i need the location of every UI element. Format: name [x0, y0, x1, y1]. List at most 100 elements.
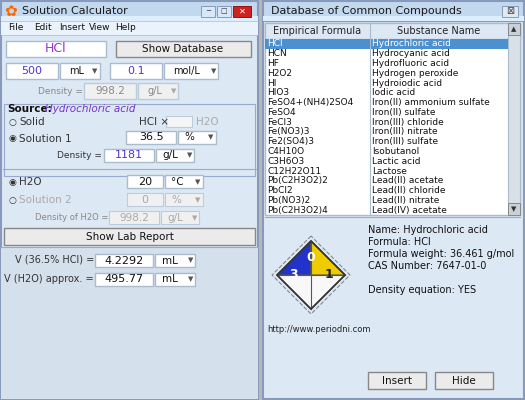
Text: Density equation: YES: Density equation: YES	[368, 285, 476, 295]
Text: FeSO4: FeSO4	[267, 108, 296, 117]
Text: PbCl2: PbCl2	[267, 186, 292, 195]
Text: Solution 1: Solution 1	[19, 134, 71, 144]
Text: Hydroiodic acid: Hydroiodic acid	[372, 78, 442, 88]
Bar	[1, 247, 258, 399]
Bar	[4, 228, 255, 245]
Text: Density =: Density =	[38, 86, 83, 96]
Polygon shape	[277, 275, 345, 309]
Bar	[4, 104, 255, 176]
Text: H2O: H2O	[19, 177, 41, 187]
Text: CAS Number: 7647-01-0: CAS Number: 7647-01-0	[368, 261, 486, 271]
Text: Hydrocyanic acid: Hydrocyanic acid	[372, 49, 450, 58]
Text: H2O2: H2O2	[267, 69, 292, 78]
Text: HF: HF	[267, 59, 279, 68]
Text: C12H22O11: C12H22O11	[267, 166, 321, 176]
Text: mL: mL	[162, 274, 178, 284]
Bar	[127, 175, 163, 188]
Bar	[263, 16, 524, 21]
Text: 1: 1	[324, 268, 333, 282]
Bar	[155, 273, 195, 286]
Text: ○: ○	[8, 118, 16, 126]
Bar	[1, 21, 258, 35]
Text: 0.1: 0.1	[127, 66, 145, 76]
Text: Show Lab Report: Show Lab Report	[86, 232, 173, 242]
Text: Pb(NO3)2: Pb(NO3)2	[267, 196, 310, 205]
Bar	[165, 175, 203, 188]
Text: Pb(C2H3O2)2: Pb(C2H3O2)2	[267, 176, 328, 185]
Text: HIO3: HIO3	[267, 88, 289, 97]
Text: View: View	[89, 24, 110, 32]
Text: Lead(II) acetate: Lead(II) acetate	[372, 176, 444, 185]
Bar	[265, 23, 520, 39]
Text: 3: 3	[289, 268, 298, 282]
Text: Show Database: Show Database	[142, 44, 224, 54]
Text: Help: Help	[115, 24, 136, 32]
Text: HCl: HCl	[45, 42, 67, 56]
Text: Formula weight: 36.461 g/mol: Formula weight: 36.461 g/mol	[368, 249, 514, 259]
Text: Insert: Insert	[59, 24, 85, 32]
Text: 1181: 1181	[115, 150, 143, 160]
Text: ▼: ▼	[188, 258, 194, 264]
Text: g/L: g/L	[162, 150, 178, 160]
Text: Density =: Density =	[57, 151, 102, 160]
Text: ⊠: ⊠	[506, 6, 514, 16]
Bar	[127, 193, 163, 206]
Text: ▼: ▼	[208, 134, 214, 140]
Text: FeCl3: FeCl3	[267, 118, 292, 127]
Text: Density of H2O =: Density of H2O =	[35, 214, 108, 222]
Bar	[502, 6, 518, 17]
Polygon shape	[277, 241, 311, 309]
Bar	[165, 193, 203, 206]
Bar	[508, 203, 520, 215]
Text: V (H2O) approx. =: V (H2O) approx. =	[4, 274, 94, 284]
Text: Solid: Solid	[19, 117, 45, 127]
Text: mol/L: mol/L	[173, 66, 200, 76]
Text: Iodic acid: Iodic acid	[372, 88, 415, 97]
Text: Lead(II) nitrate: Lead(II) nitrate	[372, 196, 439, 205]
Polygon shape	[277, 241, 345, 275]
Bar	[368, 372, 426, 389]
Text: ◉: ◉	[8, 134, 16, 144]
Text: HCl: HCl	[267, 39, 282, 48]
Text: Empirical Formula: Empirical Formula	[274, 26, 362, 36]
Text: File: File	[8, 24, 24, 32]
Text: 0: 0	[307, 251, 316, 264]
Bar	[138, 83, 178, 99]
Text: 20: 20	[138, 177, 152, 187]
Text: Iron(III) chloride: Iron(III) chloride	[372, 118, 444, 127]
Text: http://www.periodni.com: http://www.periodni.com	[267, 324, 371, 334]
Bar	[109, 211, 159, 224]
Bar	[263, 1, 524, 21]
Text: Iron(II) sulfate: Iron(II) sulfate	[372, 108, 436, 117]
Text: ▼: ▼	[192, 215, 198, 221]
Bar	[104, 149, 154, 162]
Text: °C: °C	[171, 177, 184, 187]
Text: ✿: ✿	[5, 4, 17, 18]
Text: 495.77: 495.77	[104, 274, 143, 284]
Text: Hydrochloric acid: Hydrochloric acid	[45, 104, 135, 114]
Text: Fe(NO3)3: Fe(NO3)3	[267, 127, 310, 136]
Text: Fe2(SO4)3: Fe2(SO4)3	[267, 137, 314, 146]
Bar	[201, 6, 215, 17]
Text: Lead(II) chloride: Lead(II) chloride	[372, 186, 446, 195]
Text: %: %	[184, 132, 194, 142]
Bar	[265, 23, 520, 215]
Bar	[116, 41, 251, 57]
Text: Hydrochloric acid: Hydrochloric acid	[372, 39, 451, 48]
Text: Iron(II) ammonium sulfate: Iron(II) ammonium sulfate	[372, 98, 490, 107]
Text: mL: mL	[69, 66, 84, 76]
Text: V (36.5% HCl) =: V (36.5% HCl) =	[15, 255, 94, 265]
Bar	[155, 254, 195, 267]
Text: ◉: ◉	[8, 178, 16, 186]
Text: ▼: ▼	[187, 152, 193, 158]
Text: ▼: ▼	[211, 68, 217, 74]
Bar	[164, 63, 218, 79]
Bar	[1, 16, 258, 21]
Bar	[508, 23, 520, 215]
Text: mL: mL	[162, 256, 178, 266]
Text: Edit: Edit	[34, 24, 51, 32]
Text: Lead(IV) acetate: Lead(IV) acetate	[372, 206, 447, 215]
Text: 500: 500	[22, 66, 43, 76]
Text: □: □	[220, 8, 227, 14]
Bar	[156, 149, 194, 162]
